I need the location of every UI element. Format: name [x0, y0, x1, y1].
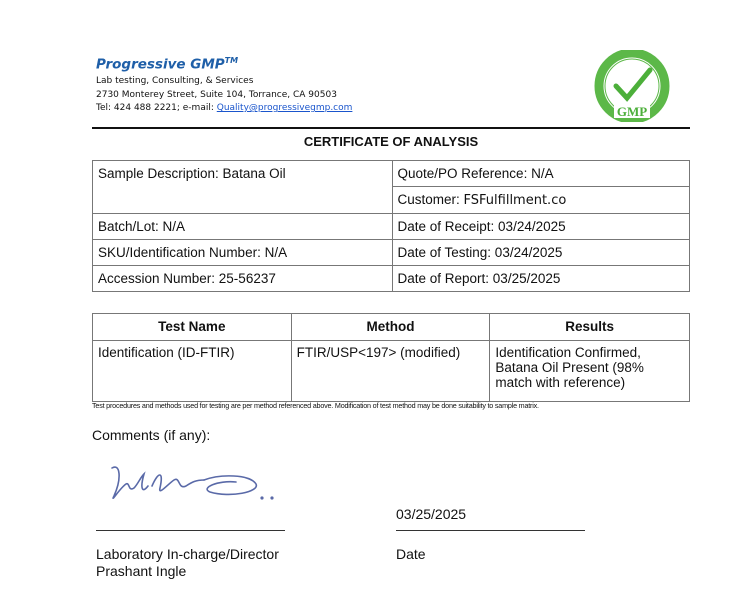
- header-test-name: Test Name: [92, 313, 292, 341]
- signatory: Laboratory In-charge/Director Prashant I…: [96, 546, 279, 580]
- date-of-receipt: Date of Receipt: 03/24/2025: [391, 213, 690, 240]
- quote-reference: Quote/PO Reference: N/A: [391, 160, 690, 187]
- signatory-name: Prashant Ingle: [96, 563, 187, 579]
- company-contact: Tel: 424 488 2221; e-mail: Quality@progr…: [96, 103, 353, 113]
- date-label: Date: [396, 546, 426, 562]
- gmp-logo: GMP: [594, 50, 670, 122]
- date-of-testing: Date of Testing: 03/24/2025: [391, 239, 690, 266]
- certificate-title: CERTIFICATE OF ANALYSIS: [303, 134, 479, 149]
- test-method: FTIR/USP<197> (modified): [290, 340, 491, 402]
- accession-number: Accession Number: 25-56237: [92, 265, 393, 292]
- comments-label: Comments (if any):: [92, 427, 211, 443]
- test-name: Identification (ID-FTIR): [92, 340, 292, 402]
- sample-description: Sample Description: Batana Oil: [92, 160, 393, 214]
- company-name: Progressive GMPTM: [96, 56, 239, 73]
- batch-lot: Batch/Lot: N/A: [92, 213, 393, 240]
- test-result: Identification Confirmed, Batana Oil Pre…: [489, 340, 690, 402]
- date-line: [396, 530, 585, 531]
- email-link[interactable]: Quality@progressivegmp.com: [216, 103, 353, 113]
- table-row: Identification (ID-FTIR) FTIR/USP<197> (m…: [92, 340, 690, 402]
- signatory-role: Laboratory In-charge/Director: [96, 546, 279, 562]
- svg-text:GMP: GMP: [617, 104, 647, 119]
- checkmark-icon: [613, 67, 653, 102]
- date-of-report: Date of Report: 03/25/2025: [391, 265, 690, 292]
- customer: Customer: FSFulfillment.co: [391, 186, 690, 214]
- header-divider: [92, 127, 690, 129]
- signature-line: [96, 530, 285, 531]
- header-method: Method: [290, 313, 491, 341]
- test-results-table: Test Name Method Results Identification (I…: [92, 313, 690, 402]
- sku: SKU/Identification Number: N/A: [92, 239, 393, 266]
- company-address: 2730 Monterey Street, Suite 104, Torranc…: [96, 90, 337, 100]
- signature-date: 03/25/2025: [396, 506, 467, 522]
- method-note: Test procedures and methods used for tes…: [92, 401, 539, 410]
- sample-info-table: Sample Description: Batana Oil Quote/PO R…: [92, 160, 690, 292]
- company-tagline: Lab testing, Consulting, & Services: [96, 76, 254, 86]
- signature-image: [111, 466, 274, 500]
- header-results: Results: [489, 313, 690, 341]
